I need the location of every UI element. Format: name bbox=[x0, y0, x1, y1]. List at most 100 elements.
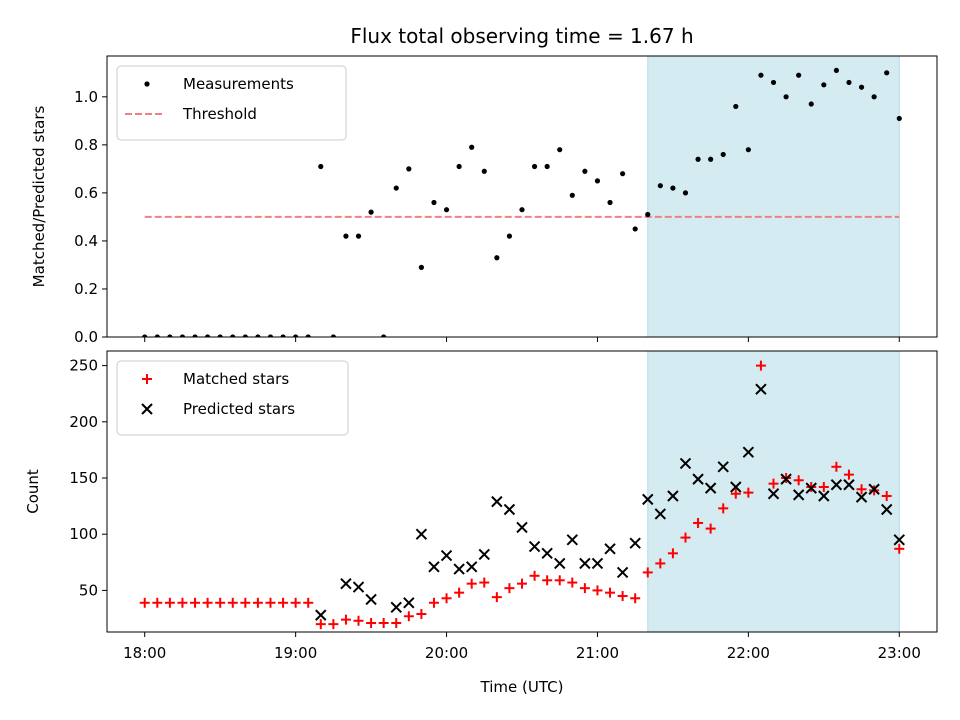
matched-star-point bbox=[240, 597, 251, 608]
predicted-star-point bbox=[491, 495, 503, 508]
x-b bbox=[365, 593, 377, 606]
x-b bbox=[453, 563, 465, 575]
x-b bbox=[616, 566, 629, 579]
matched-star-point bbox=[705, 523, 716, 534]
x-b bbox=[315, 609, 327, 621]
measurement-point bbox=[443, 207, 450, 213]
measurement-point bbox=[318, 163, 324, 170]
x-b bbox=[880, 503, 893, 516]
x-b bbox=[579, 557, 591, 570]
predicted-star-point bbox=[503, 503, 516, 516]
measurement-point bbox=[821, 82, 827, 88]
predicted-star-point bbox=[805, 482, 817, 494]
x-b bbox=[704, 482, 717, 494]
predicted-star-point bbox=[893, 534, 905, 546]
matched-star-point bbox=[479, 577, 490, 588]
matched-star-point bbox=[252, 597, 263, 608]
predicted-star-point bbox=[843, 479, 855, 491]
predicted-star-point bbox=[428, 561, 440, 573]
matched-star-point bbox=[642, 567, 653, 578]
matched-star-point bbox=[818, 482, 829, 493]
x-b bbox=[516, 521, 528, 534]
matched-star-point bbox=[579, 583, 590, 594]
measurement-point bbox=[506, 233, 513, 239]
matched-star-point bbox=[428, 597, 439, 608]
x-b bbox=[742, 446, 755, 458]
matched-star-point bbox=[718, 503, 729, 514]
x-b bbox=[403, 597, 415, 609]
x-b bbox=[767, 488, 780, 500]
x-b bbox=[855, 491, 868, 503]
axes-frame bbox=[106, 55, 938, 338]
predicted-star-point bbox=[692, 473, 704, 485]
matched-star-point bbox=[278, 597, 289, 608]
matched-star-point bbox=[856, 484, 867, 495]
measurement-point bbox=[531, 163, 538, 170]
measurement-point bbox=[305, 334, 311, 337]
predicted-star-point bbox=[755, 383, 767, 395]
x-b bbox=[755, 383, 767, 395]
matched-star-point bbox=[378, 618, 389, 629]
x-b bbox=[415, 528, 428, 540]
matched-star-point bbox=[831, 461, 842, 472]
x-tick-label: 20:00 bbox=[425, 644, 468, 662]
matched-star-point bbox=[793, 475, 804, 486]
predicted-star-point bbox=[616, 566, 629, 579]
predicted-star-point bbox=[541, 547, 553, 560]
legend-label: Threshold bbox=[182, 105, 257, 123]
x-b bbox=[428, 561, 440, 573]
matched-star-point bbox=[152, 597, 163, 608]
measurement-point bbox=[796, 72, 802, 78]
matched-star-point bbox=[617, 591, 628, 602]
predicted-star-point bbox=[767, 488, 780, 500]
predicted-star-point bbox=[604, 543, 616, 555]
predicted-star-point bbox=[742, 446, 755, 458]
y-tick-label: 100 bbox=[69, 525, 98, 543]
measurement-point bbox=[808, 101, 814, 107]
x-b bbox=[340, 577, 352, 590]
matched-star-point bbox=[630, 593, 641, 604]
measurement-point bbox=[620, 171, 626, 177]
series-matched-stars bbox=[139, 360, 905, 630]
predicted-star-point bbox=[554, 557, 566, 570]
measurement-point bbox=[381, 334, 387, 337]
predicted-star-point bbox=[818, 490, 830, 502]
measurement-point bbox=[205, 334, 211, 337]
matched-star-point bbox=[215, 597, 226, 608]
matched-star-point bbox=[894, 543, 905, 554]
y-tick-label: 0.6 bbox=[74, 184, 98, 202]
predicted-star-point bbox=[780, 473, 792, 485]
x-b bbox=[868, 483, 880, 495]
matched-star-point bbox=[768, 478, 779, 489]
y-tick-label: 1.0 bbox=[74, 88, 98, 106]
measurement-point bbox=[368, 209, 374, 215]
measurement-point bbox=[154, 334, 160, 337]
measurement-point bbox=[682, 190, 689, 196]
legend-label: Matched stars bbox=[183, 370, 289, 388]
measurement-point bbox=[456, 163, 462, 170]
plot-area bbox=[139, 360, 905, 630]
x-tick-label: 23:00 bbox=[878, 644, 921, 662]
predicted-star-point bbox=[390, 601, 402, 613]
x-b bbox=[717, 461, 729, 473]
predicted-star-point bbox=[717, 461, 729, 473]
predicted-star-point bbox=[440, 549, 453, 562]
x-b bbox=[440, 549, 453, 562]
y-tick-label: 0.0 bbox=[74, 328, 98, 346]
x-b bbox=[679, 457, 692, 470]
x-b bbox=[604, 543, 616, 555]
predicted-star-point bbox=[352, 581, 365, 593]
y-tick-label: 200 bbox=[69, 413, 98, 431]
y-tick-label: 0.4 bbox=[74, 232, 98, 250]
measurement-point bbox=[720, 151, 726, 158]
matched-star-point bbox=[504, 583, 515, 594]
measurement-point bbox=[582, 168, 588, 174]
figure-title: Flux total observing time = 1.67 h bbox=[350, 24, 693, 48]
measurement-point bbox=[858, 84, 865, 90]
measurement-point bbox=[594, 178, 601, 184]
matched-star-point bbox=[605, 587, 616, 598]
matched-star-point bbox=[265, 597, 276, 608]
legend-label: Measurements bbox=[183, 75, 294, 93]
x-b bbox=[591, 557, 604, 570]
measurement-point bbox=[167, 334, 173, 337]
